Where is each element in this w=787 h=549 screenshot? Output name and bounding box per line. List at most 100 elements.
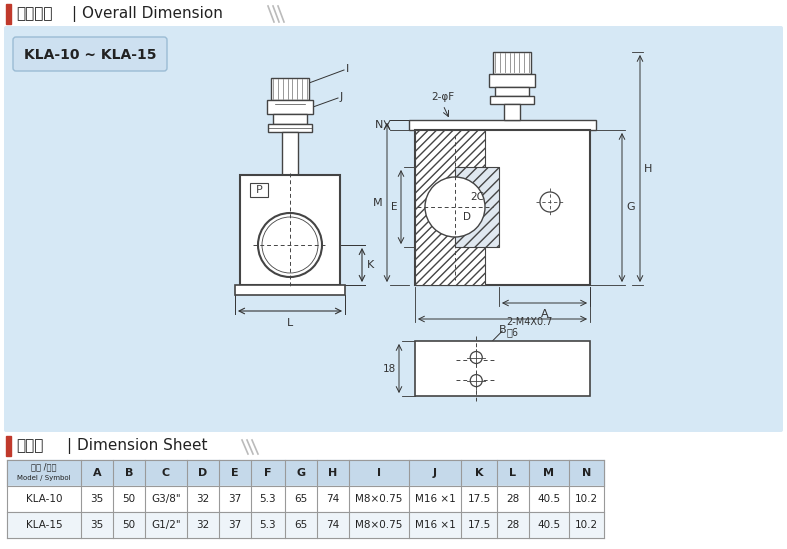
Text: N: N	[582, 468, 591, 478]
Bar	[6, 436, 11, 456]
Text: 32: 32	[197, 520, 209, 530]
Text: D: D	[198, 468, 208, 478]
Circle shape	[540, 192, 560, 212]
Bar	[7, 512, 604, 538]
Bar	[495, 87, 529, 96]
Text: L: L	[287, 318, 293, 328]
Text: E: E	[391, 202, 398, 212]
Circle shape	[425, 177, 485, 237]
Text: N: N	[375, 120, 383, 130]
Text: 18: 18	[382, 363, 396, 373]
Text: G: G	[626, 203, 634, 212]
Text: G3/8": G3/8"	[151, 494, 181, 504]
Bar	[7, 460, 604, 486]
Text: 型号 /符号: 型号 /符号	[31, 462, 57, 472]
Circle shape	[471, 374, 482, 386]
Text: F: F	[264, 468, 272, 478]
Bar	[240, 175, 340, 285]
Bar	[267, 100, 313, 114]
Text: 10.2: 10.2	[575, 494, 598, 504]
Text: B: B	[125, 468, 133, 478]
Text: I: I	[377, 468, 381, 478]
Text: C: C	[162, 468, 170, 478]
Bar	[415, 341, 590, 396]
Text: G1/2": G1/2"	[151, 520, 181, 530]
FancyBboxPatch shape	[13, 37, 167, 71]
Bar	[235, 285, 345, 295]
Text: 17.5: 17.5	[467, 494, 490, 504]
Text: 35: 35	[91, 520, 104, 530]
Text: D: D	[463, 212, 471, 222]
Text: 37: 37	[228, 520, 242, 530]
FancyBboxPatch shape	[4, 26, 783, 432]
Bar	[273, 114, 307, 124]
Bar	[0, 0, 787, 28]
Text: 10.2: 10.2	[575, 520, 598, 530]
Text: J: J	[433, 468, 437, 478]
Bar	[271, 78, 309, 100]
Text: 74: 74	[327, 494, 340, 504]
Circle shape	[262, 217, 318, 273]
Text: KLA-10: KLA-10	[26, 494, 62, 504]
Text: 74: 74	[327, 520, 340, 530]
Text: 5.3: 5.3	[260, 520, 276, 530]
Text: M: M	[544, 468, 555, 478]
Text: 2C: 2C	[470, 192, 484, 202]
Text: 5.3: 5.3	[260, 494, 276, 504]
Text: KLA-15: KLA-15	[26, 520, 62, 530]
Text: 外形尺寸: 外形尺寸	[16, 7, 53, 21]
Text: 35: 35	[91, 494, 104, 504]
Text: P: P	[256, 185, 262, 195]
Circle shape	[471, 351, 482, 363]
Bar	[7, 486, 604, 512]
Bar	[409, 120, 596, 130]
Text: | Dimension Sheet: | Dimension Sheet	[67, 438, 208, 454]
Text: L: L	[509, 468, 516, 478]
Text: 2-φF: 2-φF	[431, 92, 455, 102]
Text: 深6: 深6	[506, 327, 519, 337]
Text: 50: 50	[123, 494, 135, 504]
Text: B: B	[499, 325, 506, 335]
Text: M16 ×1: M16 ×1	[415, 520, 456, 530]
Circle shape	[258, 213, 322, 277]
Text: M16 ×1: M16 ×1	[415, 494, 456, 504]
Text: 40.5: 40.5	[538, 494, 560, 504]
Text: 32: 32	[197, 494, 209, 504]
Bar	[268, 124, 312, 132]
Text: M8×0.75: M8×0.75	[355, 494, 403, 504]
Text: M8×0.75: M8×0.75	[355, 520, 403, 530]
Bar	[490, 96, 534, 104]
Text: H: H	[644, 164, 652, 173]
Bar	[493, 52, 531, 74]
Text: G: G	[297, 468, 305, 478]
Text: KLA-10 ~ KLA-15: KLA-10 ~ KLA-15	[24, 48, 157, 62]
Text: 40.5: 40.5	[538, 520, 560, 530]
Text: 尺寸表: 尺寸表	[16, 439, 43, 453]
Bar	[415, 130, 590, 285]
Text: K: K	[475, 468, 483, 478]
Text: | Overall Dimension: | Overall Dimension	[72, 6, 223, 22]
Text: A: A	[541, 309, 549, 319]
Text: 2-M4X0.7: 2-M4X0.7	[506, 317, 552, 327]
Bar	[504, 104, 520, 120]
Text: 17.5: 17.5	[467, 520, 490, 530]
Text: A: A	[93, 468, 102, 478]
Text: K: K	[367, 260, 375, 270]
Text: 37: 37	[228, 494, 242, 504]
Text: E: E	[231, 468, 238, 478]
Bar	[6, 4, 11, 24]
Text: I: I	[346, 64, 349, 74]
Text: 65: 65	[294, 494, 308, 504]
Text: Model / Symbol: Model / Symbol	[17, 475, 71, 481]
Text: 65: 65	[294, 520, 308, 530]
Bar	[415, 130, 485, 285]
Text: 50: 50	[123, 520, 135, 530]
Bar	[455, 167, 499, 247]
Text: H: H	[328, 468, 338, 478]
Text: 28: 28	[506, 494, 519, 504]
Text: J: J	[340, 92, 343, 102]
Bar	[250, 183, 268, 197]
Text: 28: 28	[506, 520, 519, 530]
Bar	[489, 74, 535, 87]
Text: M: M	[373, 198, 383, 208]
